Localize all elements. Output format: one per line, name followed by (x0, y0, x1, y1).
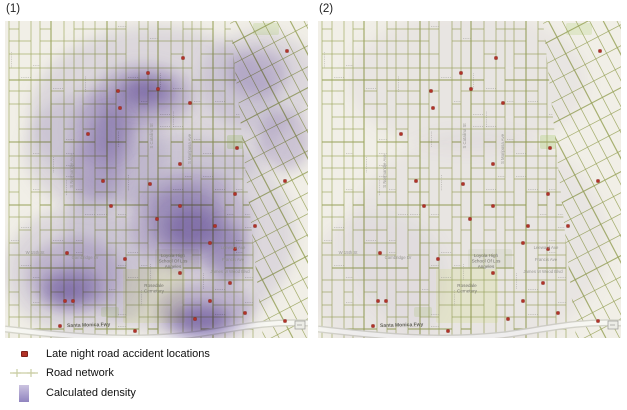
legend-label-density: Calculated density (46, 387, 136, 399)
svg-text:James M Wood Blvd: James M Wood Blvd (523, 269, 563, 274)
svg-text:Francis Ave: Francis Ave (222, 257, 245, 262)
svg-text:S Normandie Ave: S Normandie Ave (382, 154, 387, 188)
svg-text:S Catalina St: S Catalina St (462, 123, 467, 149)
legend-item-roads: Road network (6, 363, 326, 382)
svg-text:Francis Ave: Francis Ave (535, 257, 558, 262)
svg-text:Leeward Ave: Leeward Ave (221, 245, 246, 250)
legend-label-accidents: Late night road accident locations (46, 347, 210, 360)
legend: Late night road accident locations Road … (6, 344, 326, 404)
panel-1-label: (1) (6, 3, 21, 15)
road-network-icon (6, 367, 42, 379)
svg-text:Santa Monica Fwy: Santa Monica Fwy (380, 322, 424, 329)
density-swatch (19, 384, 29, 402)
svg-text:S Catalina St: S Catalina St (149, 123, 154, 149)
svg-text:S Mariposa Ave: S Mariposa Ave (500, 133, 505, 164)
svg-text:W 15th St: W 15th St (26, 250, 46, 255)
network-density-map: Loyola High School Of Los Angeles Rosedale C… (318, 21, 621, 338)
legend-item-accidents: Late night road accident locations (6, 344, 326, 363)
density-gradient-icon (6, 384, 42, 402)
panel-2-label: (2) (319, 3, 334, 15)
accident-swatch (20, 350, 28, 357)
legend-label-roads: Road network (46, 366, 114, 379)
svg-text:W 15th St: W 15th St (339, 250, 359, 255)
svg-text:S Mariposa Ave: S Mariposa Ave (187, 133, 192, 164)
svg-text:James M Wood Blvd: James M Wood Blvd (210, 269, 250, 274)
kernel-density-map: Loyola High School Of Los Angeles Rosedale C… (5, 21, 308, 338)
legend-item-density: Calculated density (6, 382, 326, 404)
road-line-symbol (10, 368, 38, 377)
svg-text:Cambridge Dr: Cambridge Dr (385, 255, 412, 260)
svg-text:Leeward Ave: Leeward Ave (534, 245, 559, 250)
svg-text:S Normandie Ave: S Normandie Ave (69, 154, 74, 188)
accident-point-icon (6, 350, 42, 357)
svg-text:Santa Monica Fwy: Santa Monica Fwy (67, 322, 111, 329)
svg-text:Cambridge Dr: Cambridge Dr (72, 255, 99, 260)
